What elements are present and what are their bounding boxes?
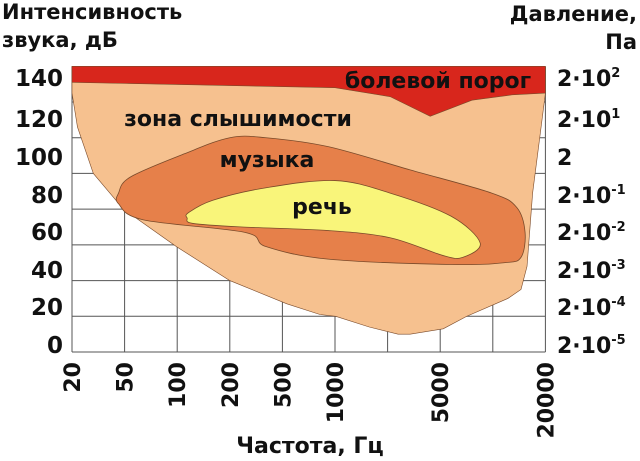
y-tick-label-left: 20 — [31, 295, 63, 321]
right-axis-title-line1: Давление, — [510, 2, 637, 26]
x-tick-label: 200 — [219, 362, 244, 408]
right-axis-title-line2: Па — [605, 30, 637, 54]
y-tick-label-left: 40 — [31, 258, 63, 284]
left-y-axis-ticks: 140 120 100 80 60 40 20 0 — [15, 66, 63, 359]
y-tick-label-right: 2·10-2 — [557, 220, 626, 246]
y-tick-label-left: 120 — [15, 107, 63, 133]
region-label-speech: речь — [292, 195, 352, 220]
left-axis-title-line2: звука, дБ — [2, 28, 118, 52]
y-tick-label-right: 2·10-1 — [557, 183, 626, 209]
x-tick-label: 20 — [61, 362, 86, 393]
y-tick-label-left: 60 — [31, 220, 63, 246]
region-pain-threshold — [71, 65, 546, 117]
left-axis-title-line1: Интенсивность — [2, 0, 182, 24]
y-tick-label-right: 2·10-4 — [557, 295, 626, 321]
right-y-axis-ticks: 2·102 2·101 2 2·10-1 2·10-2 2·10-3 2·10-4 2·10-… — [557, 66, 626, 359]
y-tick-label-right: 2·102 — [557, 66, 620, 92]
regions — [71, 65, 546, 335]
x-axis-title: Частота, Гц — [236, 434, 383, 459]
y-tick-label-right: 2·10-3 — [557, 258, 626, 284]
x-tick-label: 500 — [271, 362, 296, 408]
y-tick-label-left: 140 — [15, 66, 63, 92]
y-tick-label-left: 100 — [15, 145, 63, 171]
y-tick-label-right: 2 — [557, 146, 572, 171]
region-label-music: музыка — [220, 148, 315, 173]
x-tick-label: 20000 — [534, 362, 559, 439]
region-label-hearing-zone: зона слышимости — [124, 107, 352, 132]
y-tick-label-left: 80 — [31, 183, 63, 209]
x-tick-label: 5000 — [429, 362, 454, 423]
region-speech — [185, 180, 481, 259]
x-tick-label: 100 — [166, 362, 191, 408]
y-tick-label-right: 2·10-5 — [557, 333, 626, 359]
x-tick-label: 1000 — [324, 362, 349, 423]
y-tick-label-left: 0 — [47, 333, 63, 359]
region-label-pain-threshold: болевой порог — [345, 69, 531, 94]
y-tick-label-right: 2·101 — [557, 107, 620, 133]
x-axis-ticks: 20 50 100 200 500 1000 5000 20000 — [61, 362, 559, 439]
x-tick-label: 50 — [114, 362, 139, 393]
